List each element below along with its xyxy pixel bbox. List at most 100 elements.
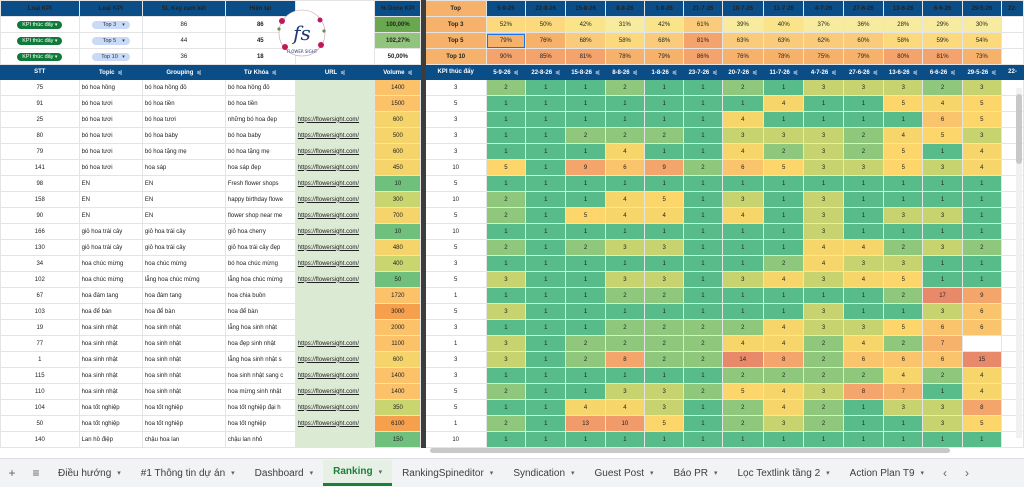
table-row[interactable]: 67 hoa đám tang hoa đám tang hoa chia buồn 1… xyxy=(0,287,1024,304)
rank-cell[interactable]: 3 xyxy=(883,399,924,416)
summary-percent-cell[interactable]: 58% xyxy=(883,32,924,49)
rank-cell[interactable]: 2 xyxy=(883,335,924,352)
filter-icon[interactable]: ⩿ xyxy=(117,69,123,76)
rank-cell[interactable]: 1 xyxy=(721,223,765,240)
rank-cell[interactable]: 8 xyxy=(604,351,646,368)
summary-percent-cell[interactable]: 73% xyxy=(961,48,1002,65)
keyword-cell[interactable]: bó hoa baby xyxy=(224,127,296,144)
rank-cell[interactable]: 1 xyxy=(644,143,685,160)
stt-cell[interactable]: 158 xyxy=(0,191,80,208)
grouping-cell[interactable]: lẵng hoa chúc mừng xyxy=(141,271,226,288)
rank-cell[interactable]: 2 xyxy=(721,79,765,96)
grouping-cell[interactable]: giỏ hoa trái cây xyxy=(141,223,226,240)
rank-cell[interactable]: 1 xyxy=(922,223,963,240)
rank-cell[interactable]: 4 xyxy=(721,207,765,224)
rank-cell[interactable]: 1 xyxy=(922,383,963,400)
rank-cell[interactable]: 1 xyxy=(565,143,606,160)
kpi-push-cell[interactable]: 10 xyxy=(424,223,487,240)
summary-percent-cell[interactable]: 78% xyxy=(763,48,805,65)
topic-cell[interactable]: hoa sinh nhật xyxy=(78,319,143,336)
summary-percent-cell[interactable]: 58% xyxy=(604,32,646,49)
topic-cell[interactable]: bó hoa tươi xyxy=(78,159,143,176)
stt-cell[interactable]: 110 xyxy=(0,383,80,400)
topic-cell[interactable]: EN xyxy=(78,191,143,208)
url-cell[interactable] xyxy=(294,303,376,320)
topic-cell[interactable]: EN xyxy=(78,207,143,224)
volume-cell[interactable]: 2000 xyxy=(374,319,422,336)
rank-cell[interactable]: 3 xyxy=(803,383,844,400)
grouping-cell[interactable]: hoa tốt nghiệp xyxy=(141,399,226,416)
rank-cell[interactable]: 2 xyxy=(803,335,844,352)
rank-cell[interactable]: 2 xyxy=(604,127,646,144)
rank-date-header[interactable]: 1-8-26 ⩿ xyxy=(644,64,685,80)
kpi-type-dropdown[interactable]: KPI thúc đẩy xyxy=(17,20,63,29)
stt-cell[interactable]: 166 xyxy=(0,223,80,240)
rank-cell[interactable]: 3 xyxy=(922,207,963,224)
rank-cell[interactable]: 1 xyxy=(565,319,606,336)
rank-cell[interactable]: 2 xyxy=(565,239,606,256)
rank-cell[interactable]: 2 xyxy=(683,319,723,336)
topic-cell[interactable]: hoa tốt nghiệp xyxy=(78,415,143,432)
column-header[interactable]: STT xyxy=(0,64,80,80)
rank-cell[interactable]: 2 xyxy=(644,127,685,144)
summary-percent-cell[interactable] xyxy=(1000,16,1024,33)
sheet-tab-1[interactable]: #1 Thông tin dự án ▾ xyxy=(131,460,245,486)
rank-cell[interactable]: 4 xyxy=(763,399,805,416)
summary-percent-cell[interactable]: 76% xyxy=(525,32,567,49)
summary-percent-cell[interactable]: 81% xyxy=(683,32,723,49)
stt-cell[interactable]: 77 xyxy=(0,335,80,352)
rank-cell[interactable]: 6 xyxy=(721,159,765,176)
grouping-cell[interactable]: bó hoa baby xyxy=(141,127,226,144)
rank-cell[interactable]: 1 xyxy=(922,271,963,288)
rank-cell[interactable]: 1 xyxy=(525,239,567,256)
chevron-down-icon[interactable]: ▾ xyxy=(650,470,654,477)
kpi-type-dropdown[interactable]: KPI thúc đẩy xyxy=(17,52,63,61)
stt-cell[interactable]: 91 xyxy=(0,95,80,112)
rank-cell[interactable]: 3 xyxy=(803,159,844,176)
rank-cell[interactable]: 2 xyxy=(485,383,527,400)
rank-date-header[interactable]: 8-8-26 ⩿ xyxy=(604,64,646,80)
rank-cell[interactable]: 2 xyxy=(644,351,685,368)
summary-percent-cell[interactable]: 42% xyxy=(565,16,606,33)
rank-date-header[interactable]: 27-6-26 ⩿ xyxy=(842,64,885,80)
rank-cell[interactable]: 3 xyxy=(721,191,765,208)
rank-cell[interactable]: 2 xyxy=(763,143,805,160)
volume-cell[interactable]: 1400 xyxy=(374,383,422,400)
table-row[interactable]: 91 bó hoa tươi bó hoa tiền bó hoa tiền 1500 5… xyxy=(0,95,1024,112)
rank-cell[interactable]: 1 xyxy=(485,111,527,128)
rank-cell[interactable]: 3 xyxy=(644,399,685,416)
rank-cell[interactable]: 3 xyxy=(922,159,963,176)
topic-cell[interactable]: hoa sinh nhật xyxy=(78,383,143,400)
url-cell[interactable] xyxy=(294,95,376,112)
topic-cell[interactable]: bó hoa tươi xyxy=(78,143,143,160)
sheet-tab-8[interactable]: Lọc Textlink tầng 2 ▾ xyxy=(728,460,840,486)
sheet-tab-4[interactable]: RankingSpineditor ▾ xyxy=(392,460,503,486)
rank-cell[interactable]: 1 xyxy=(565,223,606,240)
summary-percent-cell[interactable]: 78% xyxy=(604,48,646,65)
grouping-cell[interactable]: hoa đám tang xyxy=(141,287,226,304)
rank-cell[interactable]: 1 xyxy=(604,175,646,192)
rank-date-header[interactable]: 23-7-26 ⩿ xyxy=(683,64,723,80)
rank-cell[interactable]: 1 xyxy=(922,431,963,448)
rank-cell[interactable]: 1 xyxy=(683,287,723,304)
keyword-cell[interactable]: hoa sáp đẹp xyxy=(224,159,296,176)
filter-icon[interactable]: ⩿ xyxy=(950,69,956,76)
volume-cell[interactable]: 6100 xyxy=(374,415,422,432)
summary-percent-cell[interactable]: 59% xyxy=(922,32,963,49)
table-row[interactable]: 98 EN EN Fresh flower shops https://flowersi… xyxy=(0,175,1024,192)
rank-cell[interactable]: 1 xyxy=(525,415,567,432)
grouping-cell[interactable]: giỏ hoa trái cây xyxy=(141,239,226,256)
filter-icon[interactable]: ⩿ xyxy=(991,69,997,76)
summary-percent-cell[interactable]: 68% xyxy=(644,32,685,49)
rank-cell[interactable]: 2 xyxy=(565,351,606,368)
rank-cell[interactable]: 5 xyxy=(922,127,963,144)
table-row[interactable]: 102 hoa chúc mừng lẵng hoa chúc mừng lẵng h… xyxy=(0,271,1024,288)
grouping-cell[interactable]: bó hoa tặng mẹ xyxy=(141,143,226,160)
rank-cell[interactable]: 3 xyxy=(485,335,527,352)
url-cell[interactable] xyxy=(294,79,376,96)
summary-percent-cell[interactable]: 79% xyxy=(644,48,685,65)
rank-cell[interactable]: 1 xyxy=(485,143,527,160)
rank-cell[interactable]: 8 xyxy=(763,351,805,368)
sheet-tab-7[interactable]: Báo PR ▾ xyxy=(664,460,728,486)
keyword-cell[interactable]: hoa tốt nghiệp xyxy=(224,415,296,432)
